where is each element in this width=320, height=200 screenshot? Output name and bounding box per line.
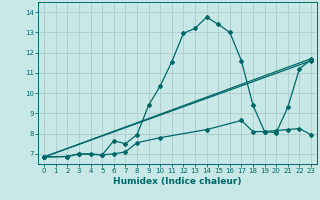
X-axis label: Humidex (Indice chaleur): Humidex (Indice chaleur) [113, 177, 242, 186]
